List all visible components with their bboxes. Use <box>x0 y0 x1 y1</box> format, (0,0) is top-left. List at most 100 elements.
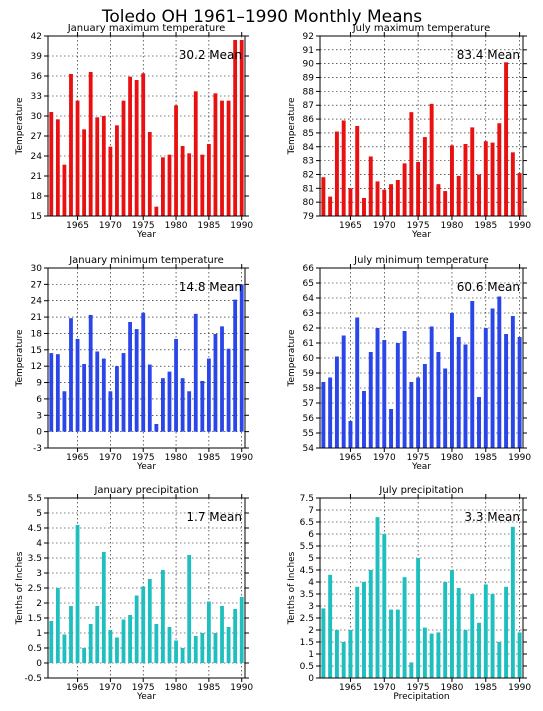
bar-1989 <box>233 40 238 216</box>
bar-1967 <box>88 624 93 663</box>
y-tick-label: 66 <box>303 264 315 274</box>
y-tick-label: 64 <box>303 294 315 304</box>
y-tick-label: 24 <box>31 152 43 162</box>
bar-1974 <box>134 329 139 432</box>
bar-1967 <box>362 198 366 216</box>
bar-1979 <box>443 582 448 678</box>
bar-1964 <box>69 318 73 432</box>
y-tick-label: 4.5 <box>28 524 42 534</box>
bar-1984 <box>200 154 205 216</box>
y-tick-label: 83 <box>303 157 314 167</box>
y-tick-label: 24 <box>31 297 43 307</box>
bar-1979 <box>167 627 172 663</box>
bar-1968 <box>95 117 100 216</box>
bar-1980 <box>449 145 454 216</box>
bar-1979 <box>443 191 448 216</box>
y-tick-label: 42 <box>31 32 42 42</box>
bar-1964 <box>341 335 346 448</box>
y-tick-label: 2 <box>308 626 314 636</box>
bar-1988 <box>504 334 509 448</box>
bar-1963 <box>334 131 339 216</box>
y-tick-label: 91 <box>303 46 314 56</box>
bar-1962 <box>55 354 60 432</box>
x-tick-label: 1985 <box>474 221 497 231</box>
bar-1982 <box>463 344 468 448</box>
bar-1971 <box>115 366 119 432</box>
bar-1967 <box>362 391 366 448</box>
y-tick-label: 0 <box>36 428 42 438</box>
bar-1983 <box>470 301 475 448</box>
bar-1986 <box>213 93 218 216</box>
bar-1986 <box>490 308 495 448</box>
bar-1979 <box>167 154 172 216</box>
bar-1962 <box>328 377 333 448</box>
y-tick-label: 30 <box>31 264 43 274</box>
bar-1975 <box>416 558 421 678</box>
y-tick-label: 0 <box>36 659 42 669</box>
bar-1961 <box>321 608 326 678</box>
y-tick-label: 54 <box>303 444 315 454</box>
y-tick-label: 7.5 <box>300 494 314 504</box>
bar-1990 <box>239 40 244 216</box>
chart-title: January precipitation <box>93 485 198 496</box>
bar-1986 <box>213 633 218 663</box>
x-tick-label: 1970 <box>373 453 396 463</box>
bar-1968 <box>368 352 373 448</box>
bar-1972 <box>121 100 126 216</box>
bar-1975 <box>141 586 146 663</box>
bar-1972 <box>395 343 400 448</box>
bar-1989 <box>510 316 515 448</box>
chart-6: 0 0.5 1 1.5 2 2.5 3 3.5 4 4.5 5 5.5 6 6.5 7 7.5 1965 1970… <box>287 485 531 702</box>
y-tick-label: 65 <box>303 279 314 289</box>
y-axis-label: Tenths of Inches <box>15 551 25 625</box>
bar-1964 <box>69 606 73 663</box>
bar-1982 <box>187 555 192 663</box>
x-axis-label: Precipitation <box>393 692 449 702</box>
bar-1985 <box>206 601 211 663</box>
bar-1981 <box>180 378 185 432</box>
y-tick-label: 79 <box>303 212 315 222</box>
bar-1983 <box>470 594 475 678</box>
bar-1981 <box>180 146 185 216</box>
bar-1973 <box>402 331 407 448</box>
x-tick-label: 1990 <box>230 453 253 463</box>
bar-1978 <box>161 157 165 216</box>
bar-1985 <box>483 141 488 216</box>
x-tick-label: 1975 <box>132 453 155 463</box>
bar-1985 <box>206 358 211 432</box>
y-tick-label: 21 <box>31 313 42 323</box>
y-tick-label: 1.5 <box>28 614 42 624</box>
y-tick-label: 4 <box>36 539 42 549</box>
y-axis-label: Tenths of Inches <box>287 551 297 625</box>
chart-2: 79 80 81 82 83 84 85 86 87 88 89 90 91 92 1965 1970 1975… <box>287 23 531 240</box>
y-tick-label: 3 <box>36 569 42 579</box>
x-tick-label: 1970 <box>99 683 122 693</box>
bar-1987 <box>497 642 502 678</box>
bar-1984 <box>200 380 205 432</box>
x-tick-label: 1980 <box>165 221 188 231</box>
bar-1986 <box>490 594 495 678</box>
bar-1974 <box>409 112 414 216</box>
plot-frame <box>47 267 246 449</box>
y-tick-label: 58 <box>303 384 315 394</box>
x-tick-label: 1990 <box>508 453 531 463</box>
chart-title: July maximum temperature <box>352 23 491 34</box>
bar-1977 <box>154 624 159 663</box>
bar-1974 <box>134 595 139 663</box>
chart-3: -3 0 3 6 9 12 15 18 21 24 27 30 1965 1970 1975 1980 1985… <box>15 255 253 472</box>
y-tick-label: 21 <box>31 172 42 182</box>
x-tick-label: 1965 <box>66 683 89 693</box>
bar-1966 <box>355 317 360 448</box>
bar-1969 <box>375 517 380 678</box>
y-tick-label: 84 <box>303 143 315 153</box>
bar-1969 <box>101 116 106 216</box>
x-tick-label: 1980 <box>165 453 188 463</box>
y-tick-label: 5.5 <box>28 494 42 504</box>
bar-1971 <box>115 637 119 663</box>
bar-1983 <box>470 127 475 216</box>
y-tick-label: -3 <box>33 444 42 454</box>
bar-1967 <box>88 314 93 432</box>
bar-1963 <box>62 391 67 432</box>
x-tick-label: 1965 <box>66 221 89 231</box>
y-tick-label: 3 <box>308 602 314 612</box>
